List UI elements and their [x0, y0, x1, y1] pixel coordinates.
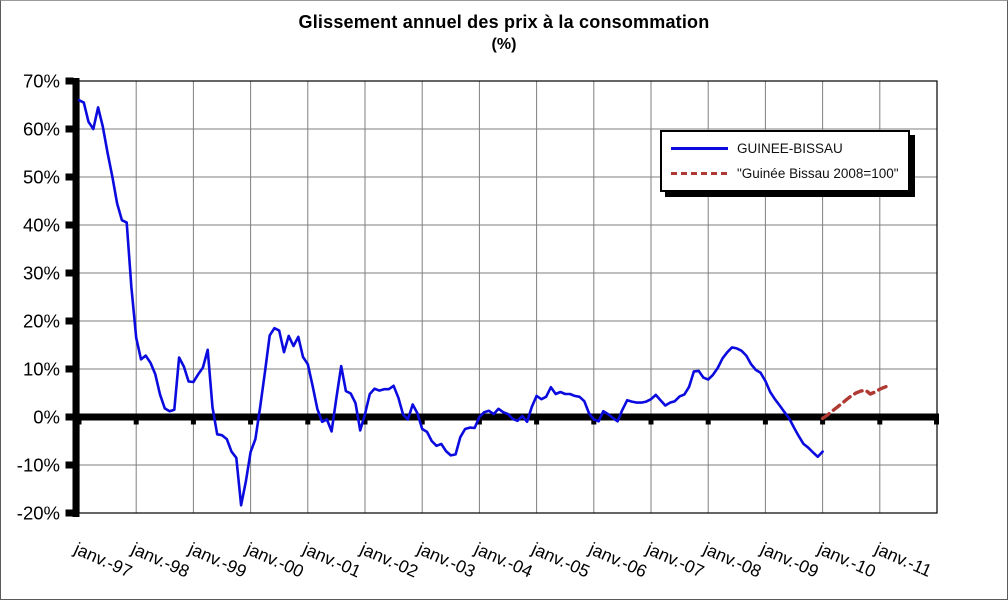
legend-label: GUINEE-BISSAU	[737, 141, 843, 157]
x-axis-tick	[877, 413, 883, 425]
x-axis-tick	[362, 413, 368, 425]
y-axis-tick	[65, 221, 74, 229]
y-axis-tick	[65, 77, 74, 85]
y-tick-label: 60%	[23, 119, 60, 140]
series-line-solid	[77, 98, 824, 507]
y-tick-label: 40%	[23, 215, 60, 236]
legend-box: GUINEE-BISSAU "Guinée Bissau 2008=100"	[660, 130, 910, 192]
x-axis-tick	[419, 413, 425, 425]
x-axis-tick	[934, 413, 939, 425]
legend-item-guinee-bissau-2008: "Guinée Bissau 2008=100"	[662, 166, 908, 181]
y-tick-label: 70%	[23, 71, 60, 92]
x-tick-label: janv.-09	[757, 538, 822, 581]
x-tick-label: janv.-03	[414, 538, 479, 581]
x-axis-tick	[133, 413, 139, 425]
x-axis-zero-line	[73, 413, 937, 421]
chart-subtitle: (%)	[491, 36, 517, 53]
x-tick-label: janv.-10	[814, 538, 879, 582]
x-tick-label: janv.-11	[871, 538, 935, 581]
y-axis-tick	[65, 125, 74, 133]
x-tick-label: janv.-98	[128, 538, 193, 581]
x-axis-tick	[190, 413, 196, 425]
x-axis-tick	[534, 413, 540, 425]
x-axis-tick	[705, 413, 711, 425]
legend-line-sample-solid	[671, 147, 728, 151]
y-tick-label: 10%	[23, 359, 60, 380]
x-tick-label: janv.-00	[242, 538, 307, 582]
x-tick-label: janv.-99	[185, 538, 250, 581]
y-axis-tick	[65, 365, 74, 373]
y-axis-tick	[65, 413, 74, 421]
y-axis-tick	[65, 269, 74, 277]
x-tick-label: janv.-04	[471, 538, 536, 582]
y-axis-line	[72, 78, 80, 517]
x-tick-label: janv.-08	[700, 538, 765, 581]
series-line-dashed	[820, 383, 891, 421]
x-tick-label: janv.-02	[356, 538, 421, 581]
x-tick-label: janv.-01	[299, 538, 364, 581]
x-axis-tick	[305, 413, 311, 425]
x-tick-label: janv.-05	[528, 538, 593, 581]
y-axis-tick	[65, 509, 74, 517]
y-tick-label: -20%	[17, 503, 60, 524]
chart-title: Glissement annuel des prix à la consomma…	[298, 12, 710, 32]
legend-item-guinee-bissau: GUINEE-BISSAU	[662, 141, 908, 156]
legend-label: "Guinée Bissau 2008=100"	[737, 165, 899, 181]
y-tick-label: 0%	[33, 407, 60, 428]
x-tick-label: janv.-07	[642, 538, 707, 581]
x-tick-label: janv.-97	[70, 538, 135, 581]
y-axis-tick	[65, 173, 74, 181]
x-tick-label: janv.-06	[585, 538, 650, 581]
x-axis-tick	[648, 413, 654, 425]
y-tick-label: 50%	[23, 167, 60, 188]
y-tick-label: -10%	[17, 455, 60, 476]
y-tick-label: 20%	[23, 311, 60, 332]
y-axis-tick	[65, 461, 74, 469]
x-axis-tick	[248, 413, 254, 425]
legend-line-sample-dashed	[671, 171, 728, 175]
x-axis-tick	[762, 413, 768, 425]
y-axis-tick	[65, 317, 74, 325]
y-tick-label: 30%	[23, 263, 60, 284]
